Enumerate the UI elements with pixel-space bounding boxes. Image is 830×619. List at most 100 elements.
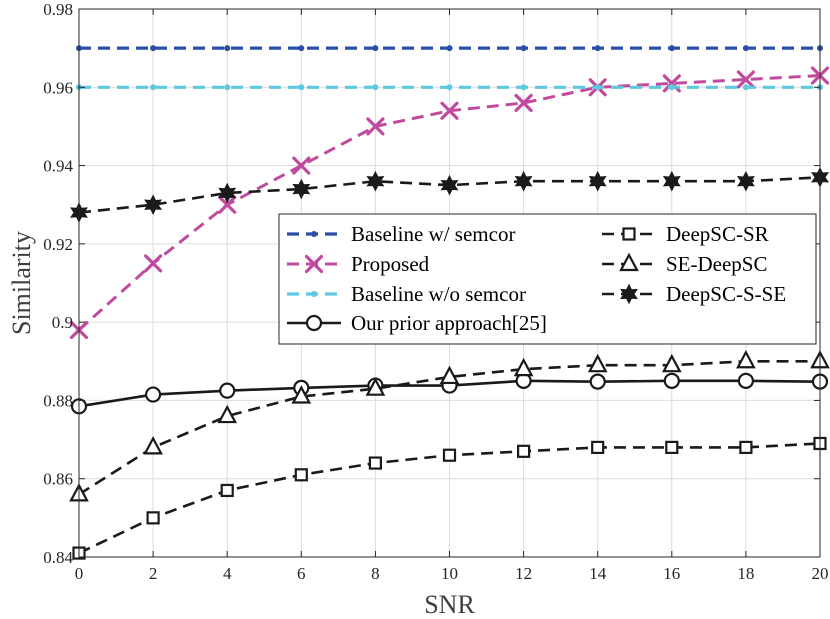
data-point-baseline-w-semcor xyxy=(224,45,231,52)
legend-marker-proposed xyxy=(304,254,324,274)
legend-marker-baseline-w-o-semcor xyxy=(311,291,317,297)
legend-label: Our prior approach[25] xyxy=(351,311,547,335)
x-tick-label: 4 xyxy=(223,564,232,583)
data-point-deepsc-sr xyxy=(442,448,457,462)
y-tick-label: 0.96 xyxy=(43,78,73,97)
data-point-deepsc-s-se xyxy=(292,178,311,200)
data-point-baseline-w-o-semcor xyxy=(298,84,305,91)
legend-label: Baseline w/ semcor xyxy=(351,222,515,246)
legend-item-se-deepsc: SE-DeepSC xyxy=(602,252,768,276)
data-point-proposed xyxy=(144,254,163,273)
data-point-proposed xyxy=(218,195,237,214)
x-tick-label: 10 xyxy=(441,564,458,583)
data-point-se-deepsc xyxy=(143,436,163,455)
data-point-baseline-w-semcor xyxy=(150,45,157,52)
data-point-deepsc-s-se xyxy=(514,170,533,192)
data-point-deepsc-s-se xyxy=(736,170,755,192)
x-axis-title: SNR xyxy=(424,590,475,619)
legend-marker-baseline-w-semcor xyxy=(311,231,317,237)
series-deepsc-sr xyxy=(72,436,827,560)
data-point-proposed xyxy=(366,117,385,136)
data-point-se-deepsc xyxy=(365,377,386,396)
legend-item-proposed: Proposed xyxy=(287,252,430,276)
series-deepsc-s-se xyxy=(70,166,829,223)
x-tick-label: 18 xyxy=(737,564,754,583)
data-point-deepsc-s-se xyxy=(218,182,237,204)
x-tick-label: 0 xyxy=(75,564,84,583)
data-point-se-deepsc xyxy=(513,357,534,377)
data-point-baseline-w-semcor xyxy=(520,45,527,52)
legend-item-our-prior-approach-25: Our prior approach[25] xyxy=(287,311,547,335)
legend-item-baseline-w-semcor: Baseline w/ semcor xyxy=(287,222,515,246)
data-point-se-deepsc xyxy=(736,349,756,369)
data-point-baseline-w-o-semcor xyxy=(668,84,675,91)
series-baseline-w-o-semcor xyxy=(76,84,823,91)
x-tick-label: 16 xyxy=(663,564,680,583)
data-point-our-prior-approach-25 xyxy=(589,373,606,390)
legend-label: Baseline w/o semcor xyxy=(351,282,526,306)
data-point-deepsc-sr xyxy=(516,444,531,458)
data-point-deepsc-s-se xyxy=(662,170,681,192)
data-point-baseline-w-semcor xyxy=(594,45,601,52)
legend-item-baseline-w-o-semcor: Baseline w/o semcor xyxy=(287,282,526,306)
y-tick-label: 0.92 xyxy=(43,235,73,254)
data-point-se-deepsc xyxy=(291,385,312,404)
data-point-baseline-w-o-semcor xyxy=(150,84,157,91)
data-point-baseline-w-o-semcor xyxy=(372,84,379,91)
legend-marker-se-deepsc xyxy=(619,252,639,272)
x-tick-label: 20 xyxy=(812,564,829,583)
y-tick-label: 0.94 xyxy=(43,157,73,176)
data-point-baseline-w-semcor xyxy=(668,45,675,52)
data-point-baseline-w-semcor xyxy=(372,45,379,52)
data-point-baseline-w-o-semcor xyxy=(224,84,231,91)
data-point-baseline-w-o-semcor xyxy=(742,84,749,91)
legend-label: SE-DeepSC xyxy=(666,252,768,276)
data-point-baseline-w-o-semcor xyxy=(520,84,527,91)
legend: Baseline w/ semcor Proposed Baseline w/o s… xyxy=(278,213,817,345)
data-point-se-deepsc xyxy=(217,404,238,424)
x-tick-label: 8 xyxy=(371,564,380,583)
legend-marker-our-prior-approach-25 xyxy=(305,314,323,332)
data-point-our-prior-approach-25 xyxy=(145,386,162,403)
data-point-proposed xyxy=(292,156,311,175)
data-point-deepsc-sr xyxy=(591,440,605,454)
data-point-our-prior-approach-25 xyxy=(737,372,755,389)
data-point-se-deepsc xyxy=(587,353,608,373)
data-point-deepsc-sr xyxy=(220,483,234,498)
y-axis-title: Similarity xyxy=(7,231,36,335)
tick-layer: 0 2 4 6 8 10 12 14 16 18 20 0.84 0.86 0.88 0.9 0.92 0.94… xyxy=(43,0,828,583)
data-point-deepsc-s-se xyxy=(440,174,459,196)
data-point-baseline-w-semcor xyxy=(298,45,305,52)
data-point-proposed xyxy=(514,93,533,113)
data-point-baseline-w-semcor xyxy=(446,45,453,52)
data-point-deepsc-sr xyxy=(294,468,308,482)
y-tick-label: 0.9 xyxy=(52,313,73,332)
legend-label: DeepSC-SR xyxy=(666,222,769,246)
data-point-deepsc-sr xyxy=(739,440,753,454)
data-point-deepsc-s-se xyxy=(588,170,607,192)
data-point-deepsc-sr xyxy=(146,511,160,525)
y-tick-label: 0.98 xyxy=(43,0,73,19)
legend-item-deepsc-sr: DeepSC-SR xyxy=(602,222,769,246)
x-tick-label: 14 xyxy=(589,564,607,583)
data-point-deepsc-s-se xyxy=(144,194,163,216)
series-proposed xyxy=(69,66,830,340)
data-point-proposed xyxy=(736,70,755,89)
legend-item-deepsc-s-se: DeepSC-S-SE xyxy=(602,282,786,306)
data-point-baseline-w-semcor xyxy=(742,45,749,52)
legend-label: DeepSC-S-SE xyxy=(666,282,786,306)
legend-marker-deepsc-sr xyxy=(622,227,636,241)
data-point-se-deepsc xyxy=(661,353,682,373)
data-point-our-prior-approach-25 xyxy=(663,372,680,389)
series-line-se-deepsc xyxy=(78,359,820,496)
data-point-deepsc-sr xyxy=(665,440,679,454)
x-tick-label: 2 xyxy=(149,564,158,583)
legend-marker-deepsc-s-se xyxy=(620,283,638,305)
y-tick-label: 0.84 xyxy=(43,548,73,567)
data-point-our-prior-approach-25 xyxy=(219,382,236,399)
data-point-proposed xyxy=(440,101,459,120)
data-point-se-deepsc xyxy=(439,365,460,385)
legend-box xyxy=(278,213,817,345)
series-our-prior-approach-25 xyxy=(70,372,829,415)
